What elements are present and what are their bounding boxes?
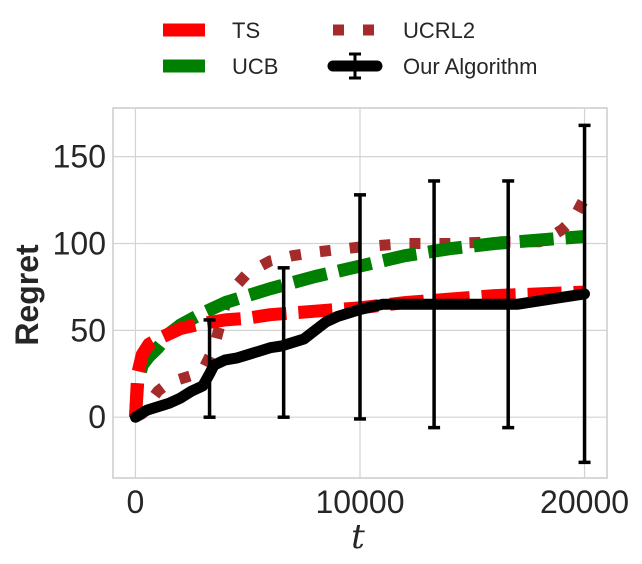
y-tick-label: 150: [53, 139, 106, 175]
x-axis-label: t: [351, 517, 365, 557]
legend-label-ucb: UCB: [232, 54, 278, 79]
series-line-our-algorithm: [130, 288, 590, 423]
y-tick-label: 50: [70, 312, 106, 348]
legend-label-ts: TS: [232, 18, 260, 43]
y-axis-label: Regret: [9, 244, 45, 346]
x-tick-label: 20000: [540, 484, 629, 520]
legend-label-our-algorithm: Our Algorithm: [403, 54, 538, 79]
x-tick-label: 10000: [316, 484, 405, 520]
legend-label-ucrl2: UCRL2: [403, 18, 475, 43]
legend: TS UCB UCRL2 Our Algorithm: [163, 18, 538, 80]
tick-labels: 0 10000 20000 0 50 100 150: [53, 139, 629, 520]
series-layer: [129, 123, 591, 465]
series-line-ts: [129, 285, 585, 418]
y-tick-label: 100: [53, 225, 106, 261]
y-tick-label: 0: [88, 399, 106, 435]
x-tick-label: 0: [127, 484, 145, 520]
